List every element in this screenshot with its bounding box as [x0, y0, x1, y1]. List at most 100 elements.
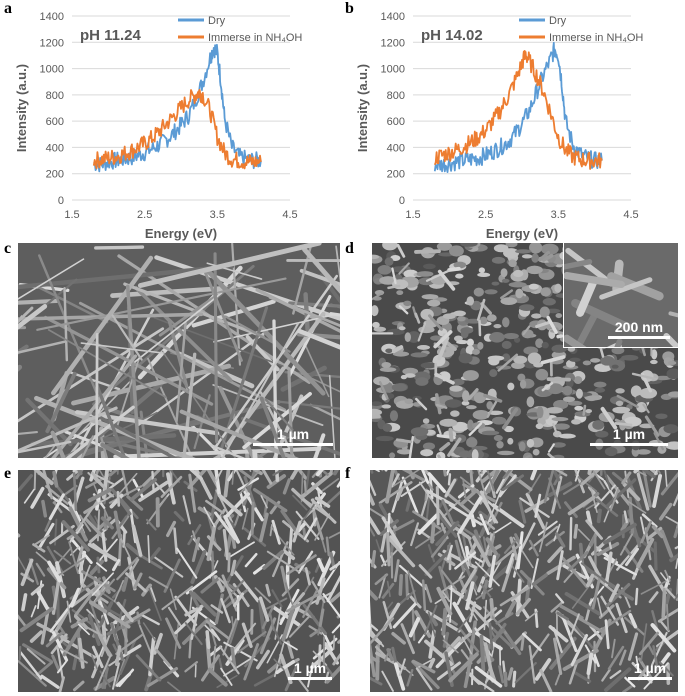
texture-blob: [612, 406, 631, 414]
ph-annotation: pH 11.24: [80, 27, 142, 44]
texture-rod: [284, 661, 300, 692]
texture-rod: [121, 576, 129, 592]
texture-rod: [329, 561, 340, 571]
texture-stroke: [111, 314, 143, 361]
texture-rod: [398, 564, 428, 591]
texture-rod: [498, 665, 505, 684]
texture-rod: [406, 669, 414, 687]
texture-rod: [389, 519, 415, 534]
texture-rod: [188, 473, 197, 513]
texture-blob: [515, 249, 532, 254]
texture-rod: [594, 546, 619, 565]
texture-blob: [611, 364, 619, 369]
texture-rod: [442, 591, 451, 603]
series-line-nh4oh: [433, 50, 603, 170]
texture-stroke: [94, 245, 145, 250]
texture-rod: [165, 617, 182, 649]
legend-label: Dry: [208, 15, 226, 27]
texture-rod: [147, 534, 151, 563]
texture-stroke: [436, 424, 442, 435]
texture-rod: [418, 481, 439, 510]
texture-stroke: [434, 393, 442, 415]
texture-rod: [18, 614, 28, 629]
texture-rod: [638, 631, 659, 656]
texture-rod: [301, 497, 333, 521]
texture-rod: [154, 481, 166, 494]
texture-rod: [467, 604, 478, 621]
texture-rod: [227, 470, 237, 482]
texture-rod: [442, 639, 459, 654]
texture-blob: [668, 391, 678, 398]
texture-blob: [493, 244, 509, 253]
texture-rod: [634, 587, 639, 606]
texture-blob: [501, 340, 512, 349]
texture-rod: [212, 645, 217, 674]
texture-rod: [90, 654, 99, 670]
texture-stroke: [433, 330, 453, 349]
texture-rod: [216, 674, 238, 689]
texture-rod: [74, 585, 99, 617]
texture-stroke: [65, 405, 135, 458]
texture-rod: [585, 510, 593, 526]
texture-stroke: [303, 292, 311, 339]
texture-rod: [370, 651, 372, 664]
texture-blob: [412, 395, 422, 401]
texture-rod: [551, 470, 561, 482]
scale-bar-line-inset-d: [608, 336, 670, 339]
texture-blob: [420, 449, 434, 457]
texture-stroke: [417, 322, 427, 342]
texture-blob: [537, 417, 547, 425]
texture-rod: [472, 535, 492, 567]
texture-blob: [531, 253, 539, 263]
texture-rod: [66, 600, 72, 623]
texture-rod: [659, 619, 670, 633]
texture-rod: [658, 502, 673, 521]
texture-stroke: [147, 357, 194, 458]
texture-blob: [461, 400, 470, 406]
texture-rod: [19, 606, 54, 633]
texture-rod: [475, 470, 488, 483]
texture-blob: [404, 332, 411, 343]
texture-rod: [635, 655, 639, 669]
scale-bar-label-d: 1 µm: [612, 426, 646, 442]
texture-blob: [562, 385, 573, 396]
texture-rod: [481, 533, 494, 568]
texture-rod: [430, 522, 436, 544]
texture-rod: [305, 470, 311, 491]
texture-rod: [271, 605, 301, 627]
texture-blob: [372, 305, 379, 317]
texture-rod: [243, 527, 267, 547]
texture-rod: [577, 528, 591, 541]
texture-rod: [155, 648, 171, 667]
texture-blob: [481, 430, 500, 436]
texture-rod: [98, 601, 114, 627]
texture-rod: [417, 513, 439, 535]
texture-rod: [302, 589, 318, 618]
texture-stroke: [95, 332, 99, 458]
texture-stroke: [18, 258, 85, 300]
texture-rod: [231, 622, 257, 653]
texture-rod: [548, 477, 562, 509]
texture-stroke: [372, 292, 383, 301]
texture-rod: [427, 472, 446, 493]
texture-blob: [455, 273, 464, 279]
texture-rod: [624, 547, 639, 567]
texture-blob: [569, 357, 581, 362]
scale-bar-line-c: [253, 443, 333, 446]
texture-stroke: [541, 381, 554, 392]
texture-rod: [479, 634, 486, 672]
texture-blob: [471, 449, 479, 458]
x-tick-label: 4.5: [623, 209, 638, 221]
texture-blob: [396, 290, 404, 296]
texture-rod: [95, 516, 112, 532]
texture-rod: [95, 562, 108, 572]
scale-bar-line-d: [590, 443, 668, 446]
texture-rod: [596, 541, 620, 557]
scale-bar-label-inset-d: 200 nm: [614, 319, 664, 335]
texture-blob: [513, 355, 528, 364]
texture-rod: [657, 470, 661, 475]
texture-blob: [453, 261, 467, 269]
texture-rod: [115, 645, 122, 666]
texture-rod: [461, 636, 473, 655]
texture-stroke: [273, 400, 340, 410]
